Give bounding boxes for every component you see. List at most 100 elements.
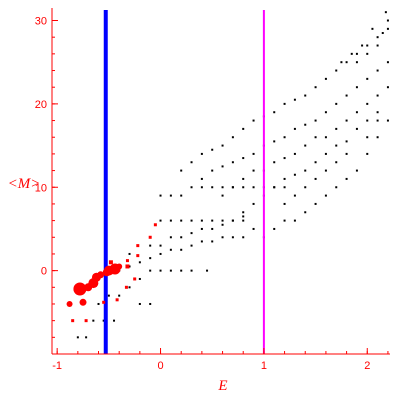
- black-point: [118, 294, 121, 297]
- black-point: [231, 236, 234, 239]
- black-point: [113, 319, 116, 322]
- black-point: [304, 94, 307, 97]
- black-point: [149, 302, 152, 305]
- black-point: [180, 219, 183, 222]
- black-point: [366, 152, 369, 155]
- red-point: [108, 260, 113, 265]
- black-point: [293, 98, 296, 101]
- black-point: [200, 240, 203, 243]
- black-point: [190, 244, 193, 247]
- black-point: [200, 186, 203, 189]
- black-point: [169, 219, 172, 222]
- black-point: [283, 219, 286, 222]
- black-point: [376, 136, 379, 139]
- black-point: [345, 94, 348, 97]
- red-point: [125, 259, 129, 263]
- black-point: [231, 186, 234, 189]
- black-point: [283, 157, 286, 160]
- red-point: [102, 300, 106, 304]
- black-point: [345, 140, 348, 143]
- x-tick-label: -1: [52, 360, 62, 372]
- black-point: [221, 165, 224, 168]
- black-point: [283, 102, 286, 105]
- black-point: [128, 265, 131, 268]
- red-point: [136, 254, 140, 258]
- black-point: [283, 202, 286, 205]
- black-point: [283, 136, 286, 139]
- red-point: [153, 223, 157, 227]
- black-point: [293, 152, 296, 155]
- black-point: [252, 202, 255, 205]
- black-point: [376, 94, 379, 97]
- black-point: [211, 227, 214, 230]
- black-point: [242, 127, 245, 130]
- black-point: [242, 236, 245, 239]
- black-point: [386, 19, 389, 22]
- black-point: [190, 219, 193, 222]
- black-point: [366, 77, 369, 80]
- black-point: [304, 144, 307, 147]
- black-point: [283, 177, 286, 180]
- black-point: [180, 194, 183, 197]
- black-point: [366, 44, 369, 47]
- red-point: [125, 264, 130, 269]
- black-point: [273, 140, 276, 143]
- black-point: [200, 177, 203, 180]
- black-point: [314, 177, 317, 180]
- black-point: [138, 261, 141, 264]
- x-tick-label: 0: [157, 360, 163, 372]
- black-point: [355, 52, 358, 55]
- black-point: [273, 111, 276, 114]
- black-point: [211, 219, 214, 222]
- vertical-lines-group: [103, 10, 265, 354]
- black-point: [283, 186, 286, 189]
- black-point: [314, 202, 317, 205]
- x-tick-label: 2: [364, 360, 370, 372]
- black-point: [76, 336, 79, 339]
- black-point: [252, 152, 255, 155]
- black-point: [304, 186, 307, 189]
- black-point: [345, 152, 348, 155]
- black-point: [376, 111, 379, 114]
- black-point: [211, 148, 214, 151]
- red-point: [84, 319, 88, 323]
- black-point: [345, 61, 348, 64]
- black-point: [324, 111, 327, 114]
- red-point: [73, 282, 87, 296]
- red-point: [136, 244, 140, 248]
- black-point: [128, 286, 131, 289]
- black-point: [293, 219, 296, 222]
- black-point: [242, 211, 245, 214]
- black-point: [252, 169, 255, 172]
- black-point: [190, 232, 193, 235]
- y-tick-label: 30: [35, 16, 47, 28]
- black-point: [335, 69, 338, 72]
- black-point: [242, 157, 245, 160]
- black-point: [355, 111, 358, 114]
- black-point: [314, 161, 317, 164]
- black-point: [252, 119, 255, 122]
- black-point: [159, 252, 162, 255]
- black-point: [293, 127, 296, 130]
- black-point: [361, 44, 364, 47]
- black-point: [324, 152, 327, 155]
- black-point: [159, 194, 162, 197]
- black-point: [92, 319, 95, 322]
- black-point: [102, 319, 105, 322]
- black-point: [376, 44, 379, 47]
- y-tick-label: 0: [41, 266, 47, 278]
- black-point: [314, 119, 317, 122]
- black-point: [211, 186, 214, 189]
- black-point: [200, 219, 203, 222]
- black-point: [107, 294, 110, 297]
- black-point: [355, 61, 358, 64]
- black-point: [180, 248, 183, 251]
- black-point: [335, 144, 338, 147]
- y-tick-label: 20: [35, 99, 47, 111]
- black-point: [221, 186, 224, 189]
- black-point: [211, 240, 214, 243]
- black-point: [386, 61, 389, 64]
- black-point: [314, 86, 317, 89]
- black-point: [85, 336, 88, 339]
